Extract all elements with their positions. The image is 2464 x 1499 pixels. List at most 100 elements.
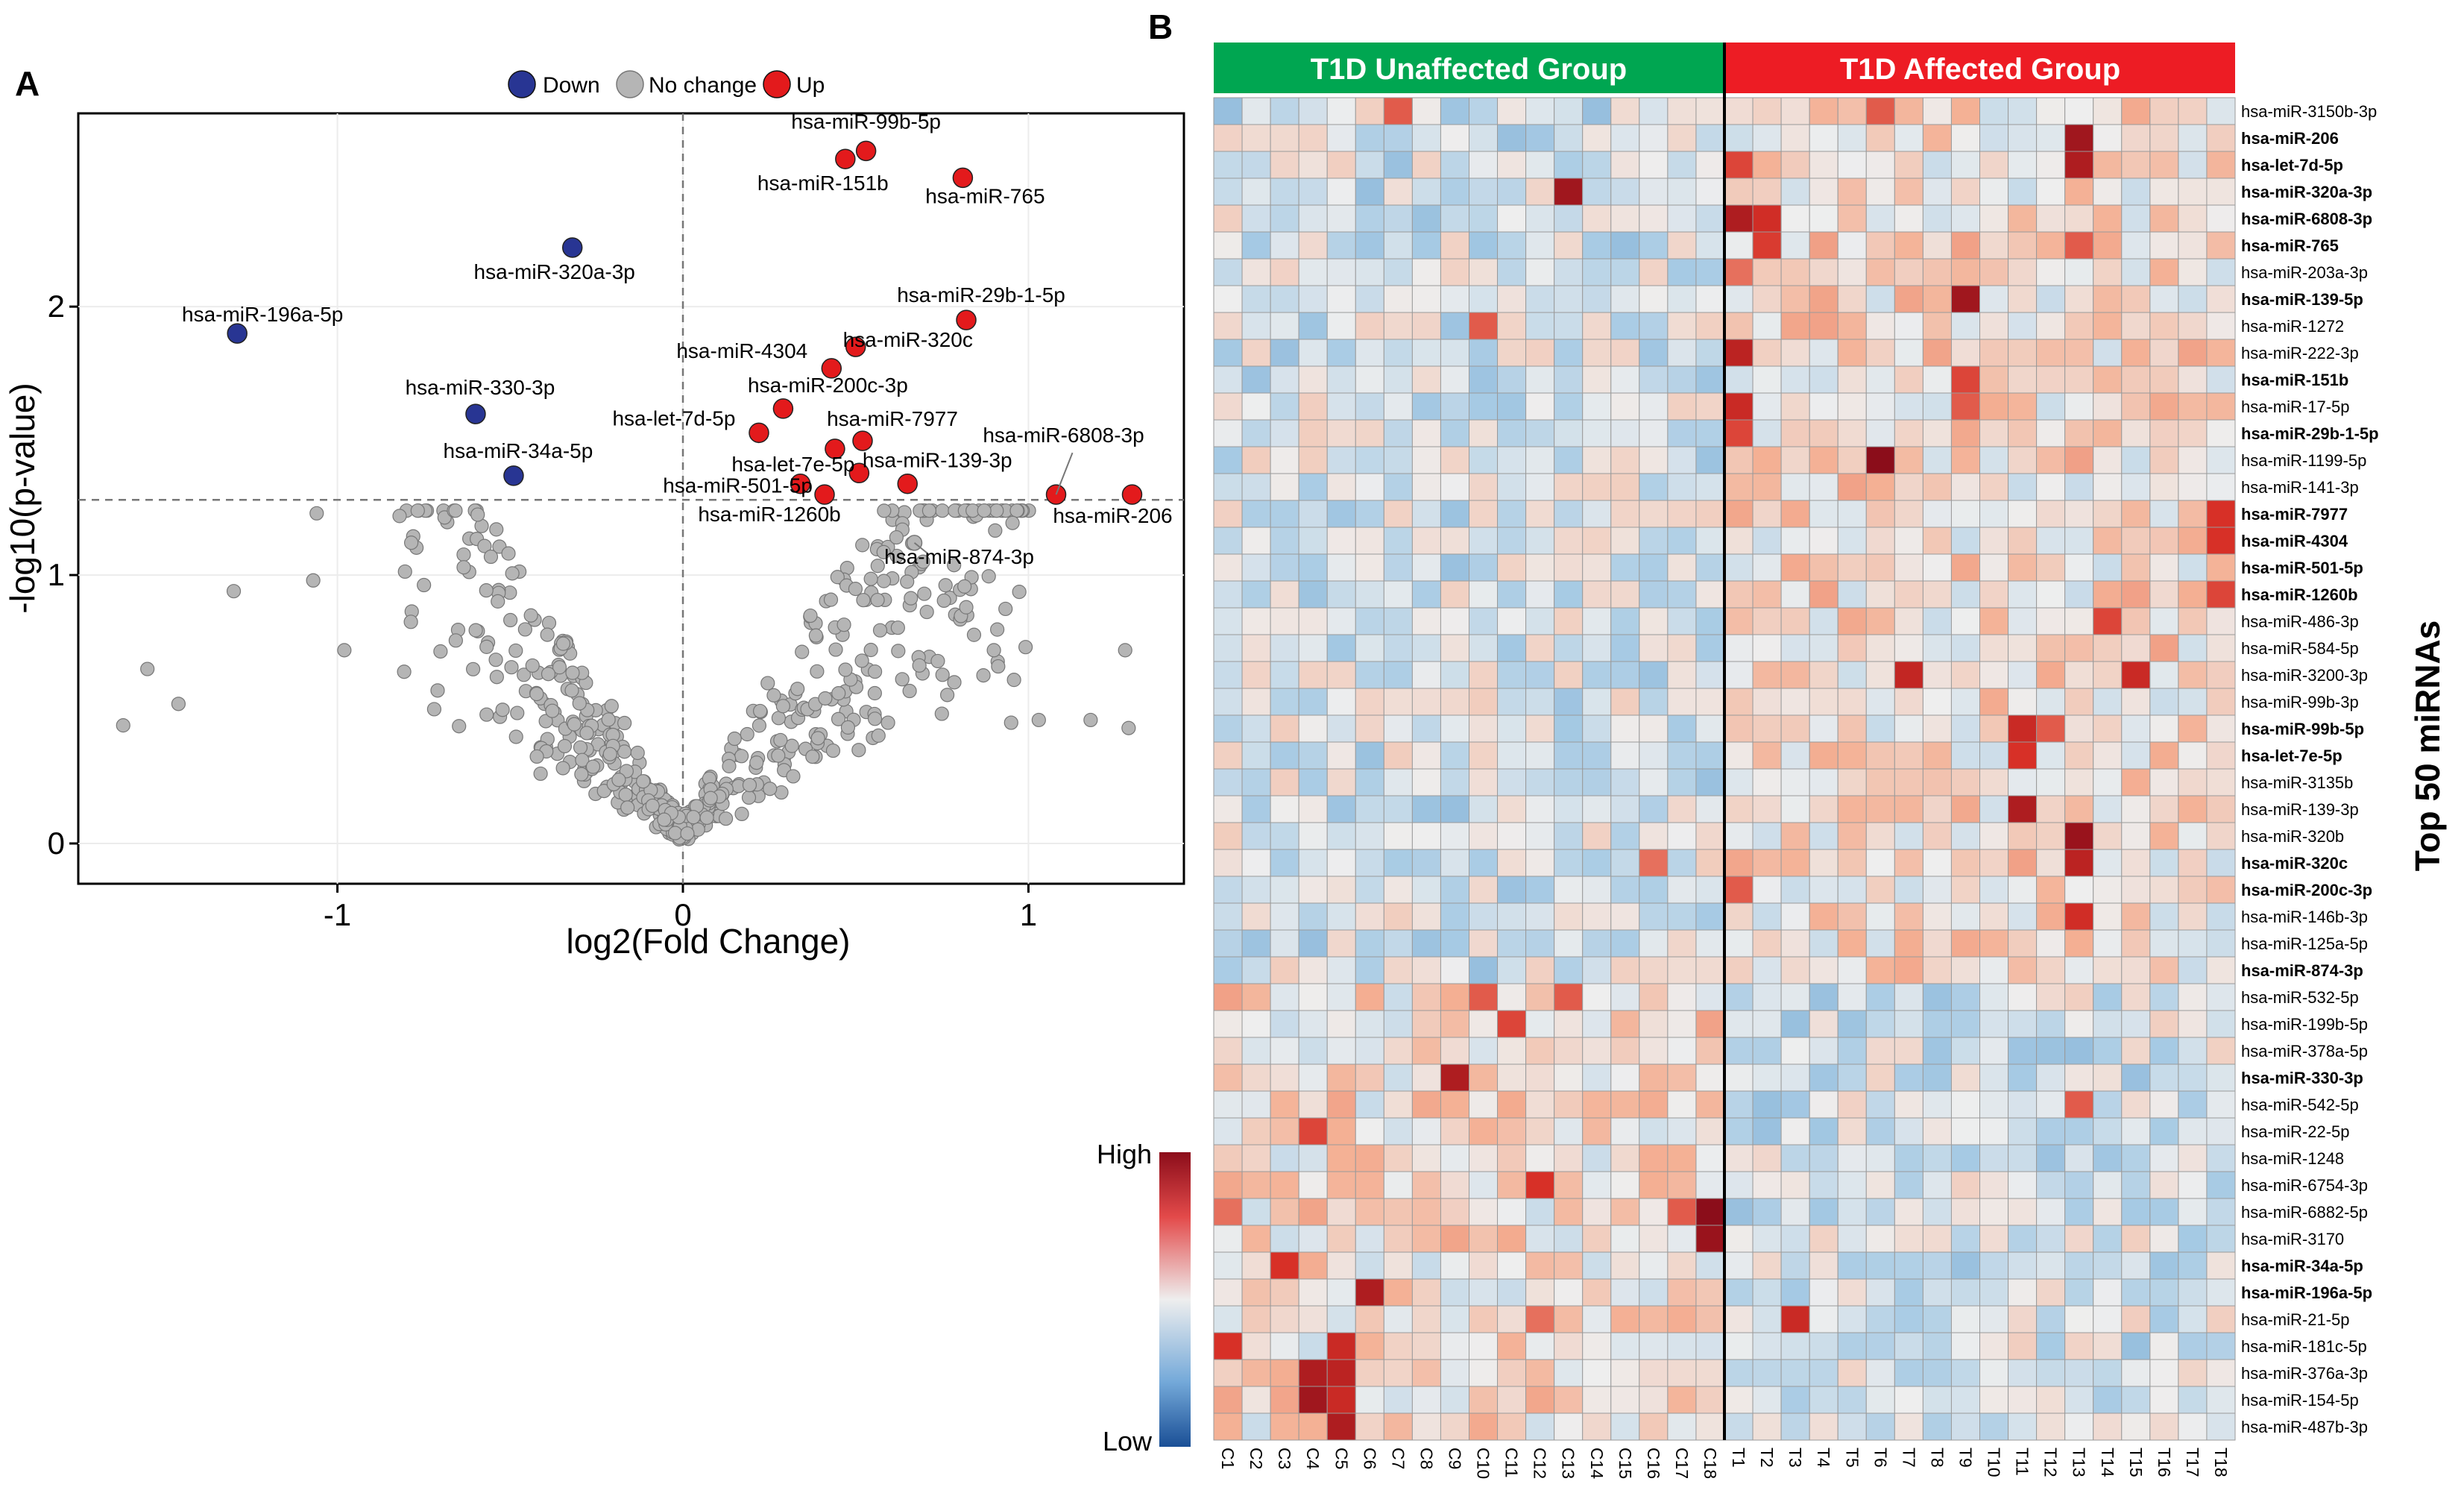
heatmap-cell (2149, 795, 2179, 823)
heatmap-cell (1241, 634, 1271, 662)
volcano-point-nochange (740, 726, 754, 742)
heatmap-cell (2008, 177, 2038, 206)
heatmap-cell (2093, 1412, 2123, 1441)
heatmap-cell (1894, 768, 1923, 796)
heatmap-cell (2064, 902, 2094, 931)
heatmap-cell (2093, 795, 2123, 823)
heatmap-cell (2121, 580, 2151, 609)
heatmap-cell (1383, 902, 1413, 931)
row-label: hsa-miR-486-3p (2241, 612, 2359, 631)
heatmap-cell (2008, 419, 2038, 447)
heatmap-cell (1525, 1090, 1555, 1119)
heatmap-cell (1610, 1063, 1640, 1092)
heatmap-cell (1440, 231, 1470, 260)
heatmap-cell (1724, 634, 1754, 662)
heatmap-cell (2206, 1305, 2236, 1333)
heatmap-cell (2093, 634, 2123, 662)
point-label: hsa-miR-139-3p (863, 449, 1012, 472)
heatmap-cell (1411, 419, 1441, 447)
heatmap-cell (1667, 714, 1697, 743)
heatmap-cell (2149, 392, 2179, 421)
heatmap-cell (1469, 1332, 1499, 1360)
heatmap-cell (2149, 1037, 2179, 1065)
heatmap-cell (1411, 607, 1441, 635)
heatmap-cell (2008, 822, 2038, 850)
heatmap-cell (1724, 1171, 1754, 1199)
heatmap-cell (1582, 1359, 1612, 1387)
heatmap-cell (2008, 204, 2038, 233)
heatmap-cell (1270, 580, 1299, 609)
column-label: C11 (1502, 1448, 1522, 1478)
row-label: hsa-miR-7977 (2241, 505, 2348, 524)
heatmap-cell (1241, 741, 1271, 770)
heatmap-cell (1582, 97, 1612, 125)
heatmap-cell (1582, 768, 1612, 796)
heatmap-cell (1326, 285, 1356, 313)
heatmap-cell (1355, 902, 1384, 931)
heatmap-cell (1213, 849, 1243, 877)
heatmap-cell (1213, 902, 1243, 931)
heatmap-cell (1979, 688, 2009, 716)
heatmap-cell (1525, 956, 1555, 984)
heatmap-cell (1752, 1305, 1782, 1333)
heatmap-cell (1780, 849, 1810, 877)
heatmap-cell (2064, 97, 2094, 125)
heatmap-cell (2121, 473, 2151, 501)
heatmap-cell (1554, 258, 1584, 286)
heatmap-cell (1837, 1251, 1867, 1280)
heatmap-cell (1497, 204, 1527, 233)
heatmap-cell (1922, 553, 1952, 582)
heatmap-cell (1411, 1010, 1441, 1038)
heatmap-cell (1922, 312, 1952, 340)
heatmap-cell (2008, 124, 2038, 152)
volcano-point-nochange (617, 715, 632, 731)
heatmap-cell (1241, 339, 1271, 367)
row-label: hsa-miR-141-3p (2241, 478, 2359, 497)
heatmap-cell (1894, 1144, 1923, 1172)
heatmap-cell (1695, 1144, 1725, 1172)
row-label: hsa-miR-501-5p (2241, 559, 2363, 577)
heatmap-cell (1950, 741, 1980, 770)
volcano-point-nochange (456, 547, 471, 562)
heatmap-cell (1667, 1090, 1697, 1119)
heatmap-cell (1213, 876, 1243, 904)
volcano-point-nochange (508, 729, 523, 744)
heatmap-cell (1695, 849, 1725, 877)
legend-marker-down (508, 70, 536, 98)
heatmap-cell (2149, 527, 2179, 555)
heatmap-cell (1950, 419, 1980, 447)
volcano-point-nochange (433, 644, 448, 659)
heatmap-cell (2121, 285, 2151, 313)
heatmap-cell (1639, 1010, 1669, 1038)
heatmap-cell (1355, 1010, 1384, 1038)
volcano-point-nochange (703, 791, 718, 805)
row-label: hsa-miR-34a-5p (2241, 1257, 2363, 1275)
heatmap-cell (1383, 365, 1413, 394)
heatmap-cell (1383, 1412, 1413, 1441)
heatmap-cell (1270, 1278, 1299, 1307)
heatmap-cell (1780, 1063, 1810, 1092)
heatmap-cell (2064, 1117, 2094, 1146)
point-label: hsa-miR-34a-5p (444, 439, 593, 462)
x-tick-label: 0 (674, 897, 691, 932)
heatmap-cell (1440, 661, 1470, 689)
heatmap-cell (1213, 795, 1243, 823)
heatmap-cell (1837, 392, 1867, 421)
heatmap-cell (2064, 500, 2094, 528)
heatmap-cell (1894, 876, 1923, 904)
heatmap-cell (1241, 1386, 1271, 1414)
heatmap-cell (1469, 231, 1499, 260)
heatmap-cell (1326, 1010, 1356, 1038)
heatmap-cell (2206, 714, 2236, 743)
heatmap-cell (1865, 1037, 1895, 1065)
y-tick-label: 1 (48, 557, 65, 592)
column-label: T8 (1927, 1448, 1947, 1468)
heatmap-cell (1270, 500, 1299, 528)
volcano-point-nochange (900, 574, 915, 589)
heatmap-cell (1355, 607, 1384, 635)
heatmap-cell (1298, 741, 1328, 770)
heatmap-cell (1383, 876, 1413, 904)
volcano-point-nochange (784, 738, 799, 753)
heatmap-cell (1440, 419, 1470, 447)
label-leader-line (1055, 452, 1074, 495)
